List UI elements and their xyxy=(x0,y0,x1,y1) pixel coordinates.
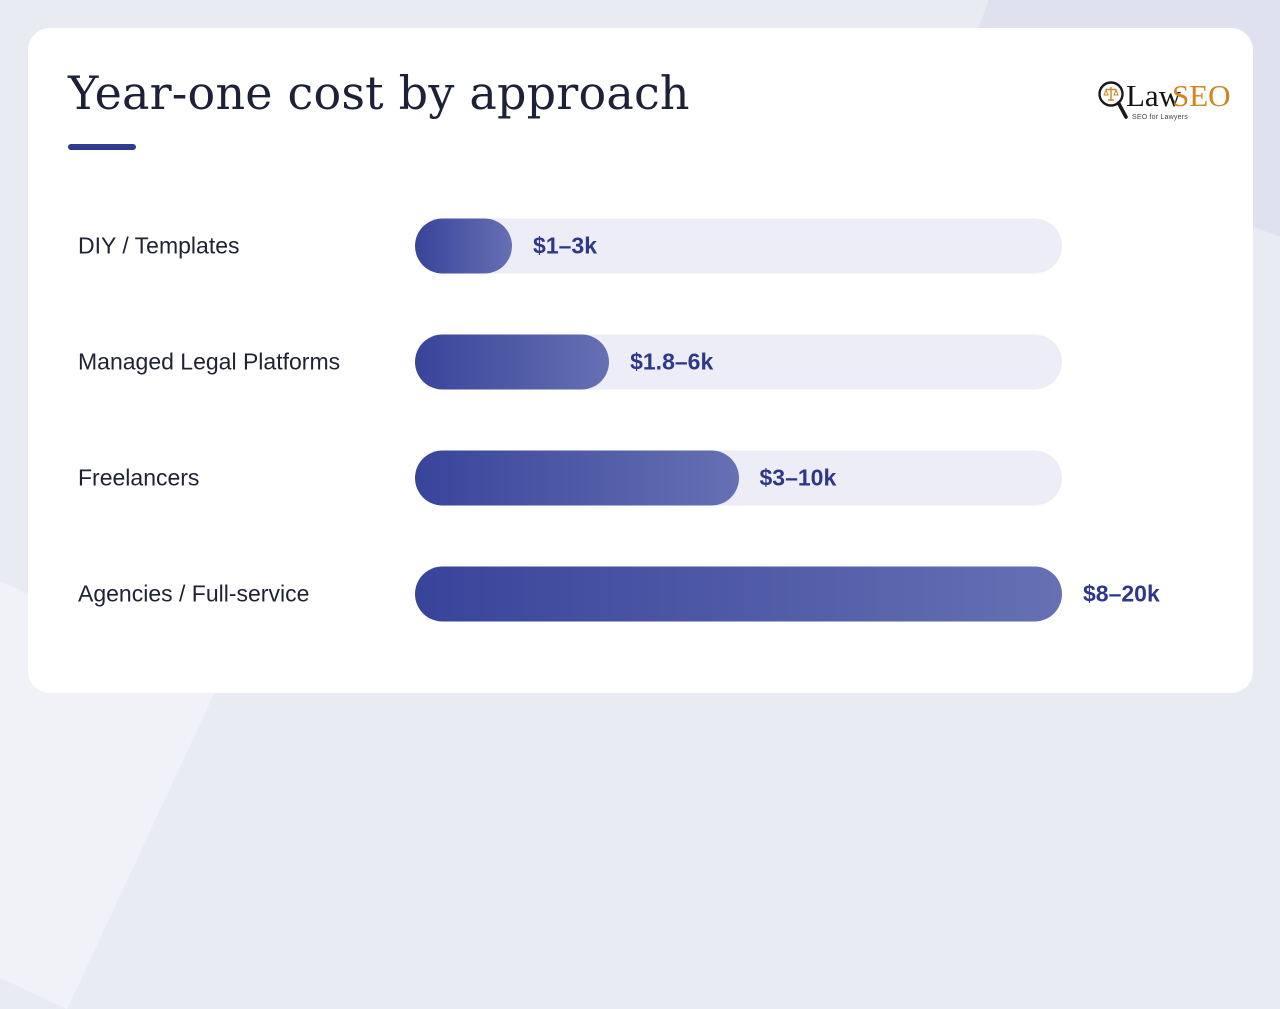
bar-label: DIY / Templates xyxy=(78,232,240,259)
chart-title: Year-one cost by approach xyxy=(68,66,690,120)
bar xyxy=(415,218,513,274)
bar xyxy=(415,334,610,390)
logo-text-seo: SEO xyxy=(1172,78,1231,113)
bar-track xyxy=(415,218,1062,274)
logo-tagline: SEO for Lawyers xyxy=(1132,114,1188,121)
lawseo-logo: Law SEO SEO for Lawyers xyxy=(1094,76,1231,148)
bar-label: Freelancers xyxy=(78,464,200,491)
bar-value-label: $8–20k xyxy=(1083,580,1160,607)
logo-text-law: Law xyxy=(1126,78,1182,113)
chart-card: Year-one cost by approach Law SEO SEO fo… xyxy=(28,28,1253,693)
bar xyxy=(415,566,1062,622)
bar-value-label: $1–3k xyxy=(533,232,598,259)
bar-value-label: $1.8–6k xyxy=(630,348,714,375)
bar-label: Managed Legal Platforms xyxy=(78,348,341,375)
bar xyxy=(415,450,739,506)
magnifier-scales-icon xyxy=(1098,81,1128,119)
bar-value-label: $3–10k xyxy=(759,464,837,491)
title-underline xyxy=(68,144,136,150)
bar-label: Agencies / Full-service xyxy=(78,580,310,607)
